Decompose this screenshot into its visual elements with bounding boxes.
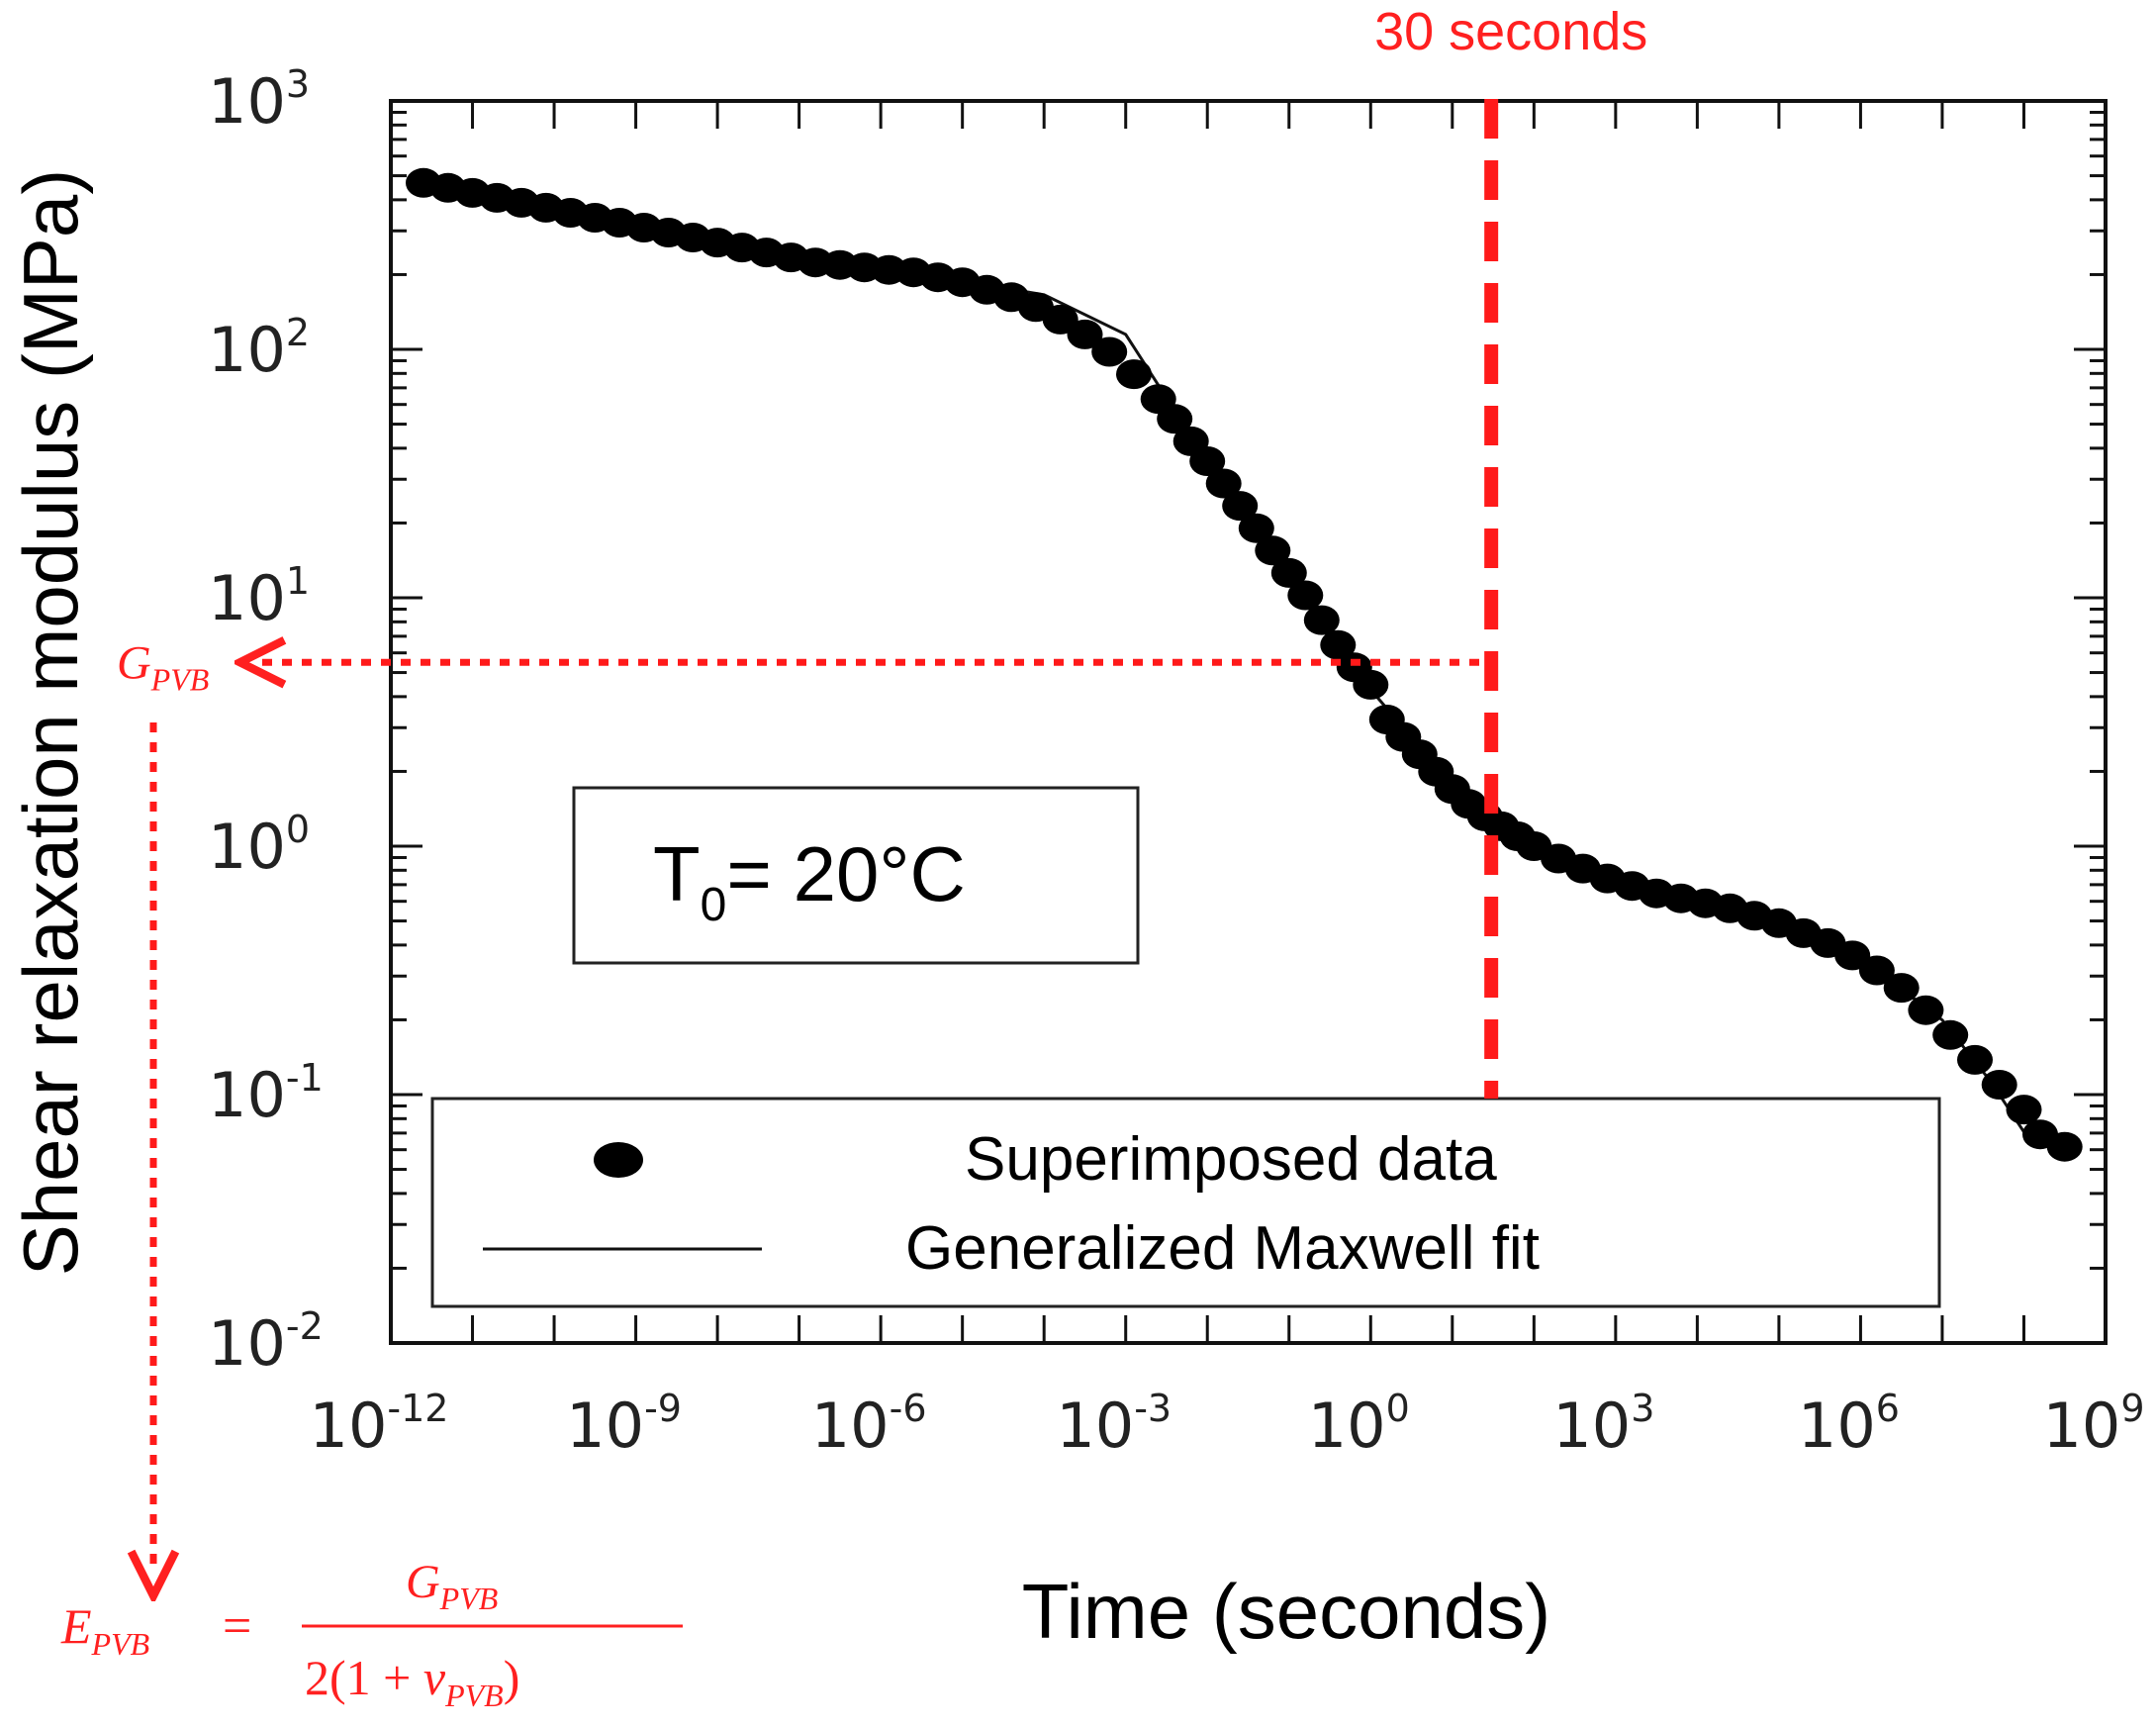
formula-denominator: 2(1 + νPVB) [305, 1650, 519, 1713]
data-point [1067, 319, 1103, 349]
legend-entry-fit: Generalized Maxwell fit [905, 1214, 1540, 1283]
data-point [1205, 468, 1242, 499]
x-tick-label: 10-6 [811, 1387, 927, 1462]
y-tick-label: 102 [208, 311, 310, 386]
data-point [1238, 513, 1274, 543]
y-tick-label: 100 [208, 808, 310, 883]
data-point [1908, 995, 1944, 1025]
data-point [1320, 629, 1357, 660]
axis-ticks [389, 101, 2108, 1345]
y-tick-label: 101 [208, 559, 310, 634]
x-tick-labels: 10-12 10-9 10-6 10-3 100 103 106 109 [310, 1387, 2145, 1462]
legend-box [430, 1097, 1941, 1308]
data-point [2006, 1095, 2042, 1125]
x-axis-title: Time (seconds) [1022, 1568, 1551, 1655]
data-point [1116, 359, 1152, 390]
x-tick-label: 10-12 [310, 1387, 449, 1462]
maxwell-fit-line [422, 181, 2066, 1149]
data-point [1858, 955, 1895, 986]
gpvb-label: GPVB [117, 636, 209, 697]
data-point [1189, 446, 1226, 476]
legend-marker-icon [594, 1142, 643, 1178]
data-point [1255, 535, 1291, 566]
temperature-label: T0= 20°C [653, 830, 966, 931]
data-point [1883, 973, 1920, 1004]
plot-frame [389, 99, 2108, 1345]
data-point [1042, 304, 1078, 335]
legend-entry-data: Superimposed data [965, 1125, 1497, 1194]
x-tick-label: 106 [1798, 1387, 1900, 1462]
temperature-box [572, 786, 1140, 965]
data-point [1353, 669, 1389, 700]
y-tick-label: 10-1 [208, 1056, 324, 1131]
epvb-symbol: EPVB [60, 1598, 149, 1662]
x-tick-label: 100 [1308, 1387, 1410, 1462]
data-point [1287, 580, 1324, 611]
data-point [1981, 1070, 2017, 1100]
data-point [1303, 605, 1340, 635]
data-point [1834, 940, 1871, 971]
data-point [1270, 557, 1307, 588]
formula-numerator: GPVB [406, 1556, 498, 1616]
data-point [1222, 491, 1259, 522]
y-tick-label: 103 [208, 62, 310, 138]
x-tick-label: 10-9 [566, 1387, 682, 1462]
x-tick-label: 109 [2042, 1387, 2144, 1462]
data-point [1091, 336, 1128, 367]
thirty-seconds-label: 30 seconds [1374, 2, 1647, 61]
formula-equals: = [223, 1598, 251, 1655]
data-point [1957, 1044, 1993, 1075]
y-tick-label: 10-2 [208, 1304, 324, 1380]
x-tick-label: 103 [1552, 1387, 1654, 1462]
y-axis-title: Shear relaxation modulus (MPa) [7, 169, 94, 1277]
data-markers [406, 167, 2083, 1162]
y-tick-labels: 103 102 101 100 10-1 10-2 [208, 62, 324, 1380]
x-tick-label: 10-3 [1056, 1387, 1172, 1462]
data-point [2046, 1131, 2083, 1162]
data-point [1932, 1019, 1969, 1050]
data-point [1157, 404, 1193, 434]
